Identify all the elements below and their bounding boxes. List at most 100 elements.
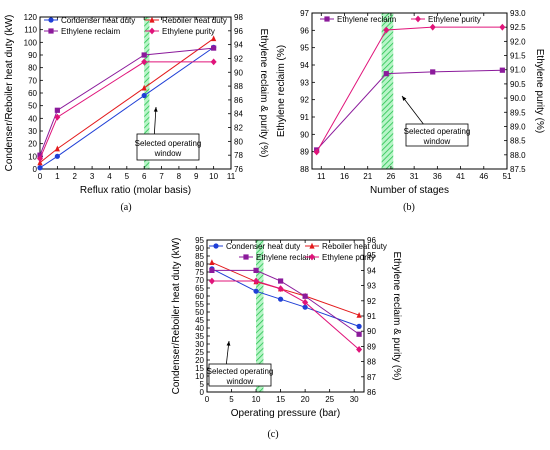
annotation-arrowhead bbox=[402, 96, 407, 101]
y-axis-label: Condenser/Reboiler heat duty (kW) bbox=[171, 238, 182, 395]
legend-swatch-marker bbox=[243, 254, 249, 260]
chart-panel-a: 0 1 2 3 4 5 6 7 8 9 10 1101020304050607080901001101… bbox=[4, 13, 269, 213]
y2-tick-label: 95 bbox=[367, 251, 376, 260]
y2-tick-label: 90.0 bbox=[510, 94, 526, 103]
data-point bbox=[253, 288, 259, 294]
series-line-ethylene-reclaim bbox=[316, 69, 503, 151]
operating-window-band bbox=[144, 17, 150, 169]
y-tick-label: 95 bbox=[300, 44, 309, 53]
y-tick-label: 88 bbox=[300, 165, 309, 174]
x-tick-label: 10 bbox=[252, 395, 261, 404]
y-axis-label: Ethylene reclaim (%) bbox=[276, 45, 287, 137]
y-tick-label: 90 bbox=[28, 51, 37, 60]
legend-swatch-marker bbox=[48, 17, 54, 23]
x-tick-label: 25 bbox=[325, 395, 334, 404]
y2-tick-label: 88 bbox=[234, 82, 243, 91]
y-tick-label: 94 bbox=[300, 61, 309, 70]
data-point bbox=[277, 285, 284, 293]
y-tick-label: 70 bbox=[195, 276, 204, 285]
y-tick-label: 25 bbox=[195, 348, 204, 357]
data-point bbox=[383, 71, 389, 77]
x-axis-label: Number of stages bbox=[370, 185, 449, 196]
y2-tick-label: 88.0 bbox=[510, 151, 526, 160]
x-tick-label: 36 bbox=[433, 172, 442, 181]
x-tick-label: 30 bbox=[350, 395, 359, 404]
data-point bbox=[209, 267, 215, 273]
legend-entry: Ethylene reclaim bbox=[256, 253, 315, 262]
y-tick-label: 60 bbox=[195, 292, 204, 301]
y2-tick-label: 90 bbox=[367, 327, 376, 336]
y-tick-label: 92 bbox=[300, 96, 309, 105]
x-axis-label: Reflux ratio (molar basis) bbox=[80, 185, 191, 196]
annotation-text: Selected operating window bbox=[207, 367, 274, 386]
data-point bbox=[54, 113, 61, 121]
y-tick-label: 93 bbox=[300, 78, 309, 87]
y2-tick-label: 89.5 bbox=[510, 108, 526, 117]
data-point bbox=[277, 278, 284, 284]
x-tick-label: 7 bbox=[159, 172, 164, 181]
y2-tick-label: 91.5 bbox=[510, 52, 526, 61]
data-point bbox=[141, 84, 147, 91]
data-point bbox=[208, 277, 215, 285]
annotation-text: Selected operating window bbox=[135, 139, 202, 158]
y2-tick-label: 92.0 bbox=[510, 37, 526, 46]
y2-tick-label: 92.5 bbox=[510, 23, 526, 32]
legend-entry: Ethylene purity bbox=[428, 15, 481, 24]
data-point bbox=[210, 58, 217, 66]
y2-axis-label: Ethylene reclaim & purity (%) bbox=[391, 252, 402, 381]
y-tick-label: 90 bbox=[300, 130, 309, 139]
y2-tick-label: 90 bbox=[234, 68, 243, 77]
y-tick-label: 96 bbox=[300, 26, 309, 35]
data-point bbox=[302, 298, 309, 306]
data-point bbox=[253, 277, 260, 285]
x-tick-label: 5 bbox=[229, 395, 234, 404]
data-point bbox=[141, 52, 147, 58]
y-tick-label: 75 bbox=[195, 268, 204, 277]
y-tick-label: 50 bbox=[28, 102, 37, 111]
y-tick-label: 60 bbox=[28, 89, 37, 98]
y2-tick-label: 91.0 bbox=[510, 66, 526, 75]
x-tick-label: 41 bbox=[456, 172, 465, 181]
y2-tick-label: 84 bbox=[234, 110, 243, 119]
data-point bbox=[356, 346, 363, 353]
legend-entry: Condenser heat duty bbox=[226, 242, 300, 251]
series-line-condenser-heat-duty bbox=[211, 268, 360, 327]
data-point bbox=[499, 23, 506, 31]
y2-tick-label: 76 bbox=[234, 165, 243, 174]
data-point bbox=[37, 152, 43, 158]
data-point bbox=[54, 107, 60, 113]
y-tick-label: 91 bbox=[300, 113, 309, 122]
annotation-arrowhead bbox=[226, 341, 231, 346]
x-tick-label: 15 bbox=[276, 395, 285, 404]
series-line-ethylene-purity bbox=[39, 61, 214, 159]
annotation-text: Selected operating window bbox=[404, 127, 471, 146]
annotation-box bbox=[136, 133, 200, 161]
x-tick-label: 3 bbox=[90, 172, 95, 181]
y-axis-label: Condenser/Reboiler heat duty (kW) bbox=[4, 15, 15, 172]
y-tick-label: 80 bbox=[195, 260, 204, 269]
data-point bbox=[356, 312, 362, 318]
y-tick-label: 97 bbox=[300, 9, 309, 18]
y-tick-label: 100 bbox=[24, 38, 38, 47]
data-point bbox=[54, 153, 60, 159]
series-line-ethylene-reclaim bbox=[39, 47, 214, 156]
y2-tick-label: 86 bbox=[234, 96, 243, 105]
y-tick-label: 90 bbox=[195, 244, 204, 253]
x-tick-label: 31 bbox=[410, 172, 419, 181]
x-tick-label: 0 bbox=[205, 395, 210, 404]
y-tick-label: 85 bbox=[195, 252, 204, 261]
panel-label: (b) bbox=[403, 202, 415, 213]
x-tick-label: 10 bbox=[209, 172, 218, 181]
series-line-reboiler-heat-duty bbox=[39, 38, 214, 164]
x-tick-label: 16 bbox=[340, 172, 349, 181]
data-point bbox=[253, 267, 259, 273]
data-point bbox=[430, 69, 436, 75]
y-tick-label: 50 bbox=[195, 308, 204, 317]
legend-swatch-marker bbox=[48, 28, 54, 34]
y-tick-label: 10 bbox=[195, 372, 204, 381]
x-tick-label: 26 bbox=[386, 172, 395, 181]
y2-tick-label: 82 bbox=[234, 124, 243, 133]
legend-swatch-marker bbox=[213, 243, 219, 249]
legend-swatch-marker bbox=[309, 253, 315, 261]
